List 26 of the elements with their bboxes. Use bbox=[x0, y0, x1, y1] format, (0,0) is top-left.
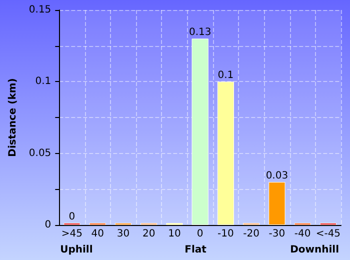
x-tick-label: -10 bbox=[218, 228, 234, 240]
data-label: 0 bbox=[68, 212, 76, 222]
y-tick-label: 0.15 bbox=[28, 4, 52, 16]
x-tick-label: 0 bbox=[196, 228, 204, 240]
x-tick-label: <-45 bbox=[316, 228, 341, 240]
y-tick-label: 0.1 bbox=[35, 76, 52, 88]
y-tick-label: 0 bbox=[44, 220, 52, 230]
text: Downhill bbox=[290, 244, 340, 256]
x-tick-label: 20 bbox=[142, 228, 156, 240]
y-tick-label: 0.05 bbox=[28, 148, 52, 159]
data-label: 0.03 bbox=[266, 170, 288, 182]
data-label: 0.13 bbox=[188, 27, 212, 38]
bar bbox=[192, 38, 208, 225]
x-tick-label: 30 bbox=[116, 228, 130, 240]
bar bbox=[217, 82, 234, 225]
text: Flat bbox=[184, 244, 207, 256]
x-tick-label: -30 bbox=[268, 228, 286, 240]
x-tick-label: -20 bbox=[243, 228, 260, 240]
data-label: 0.1 bbox=[218, 70, 234, 82]
bar bbox=[268, 182, 286, 225]
text: Uphill bbox=[60, 244, 93, 256]
x-tick-label: 40 bbox=[91, 228, 104, 240]
y-axis-title: Distance (km) bbox=[8, 78, 18, 157]
x-tick-label: >45 bbox=[61, 228, 83, 240]
x-tick-label: 10 bbox=[168, 228, 181, 240]
x-tick-label: -40 bbox=[294, 228, 311, 240]
